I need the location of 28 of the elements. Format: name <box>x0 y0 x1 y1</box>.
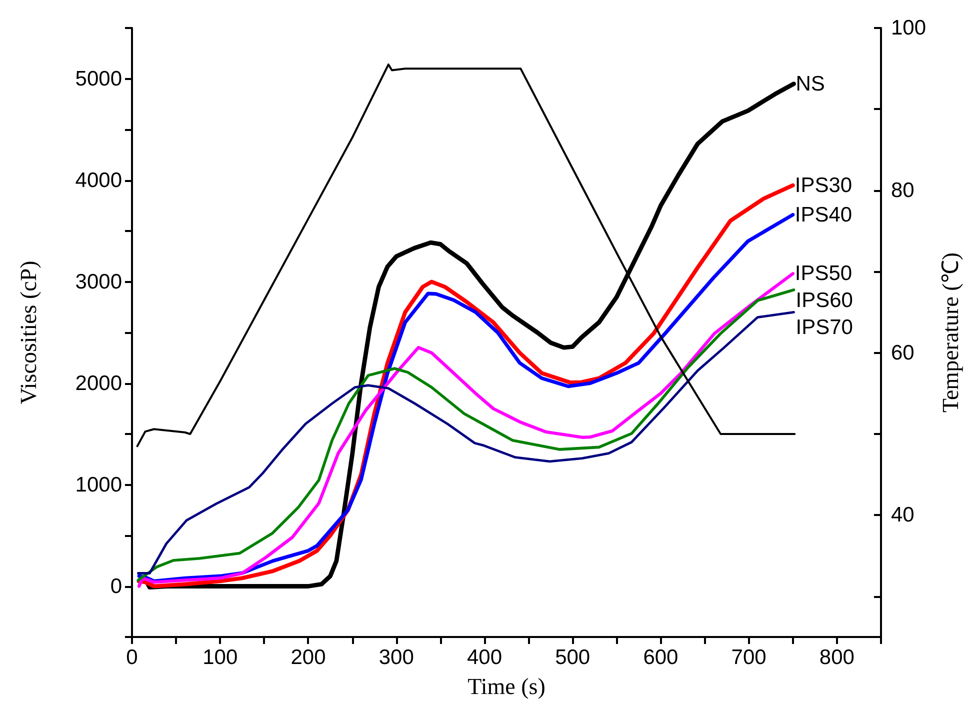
y-tick-label: 3000 <box>75 270 122 294</box>
y2-tick-label: 100 <box>891 16 926 40</box>
x-tick-label: 200 <box>290 646 326 669</box>
series-label: IPS40 <box>794 203 852 226</box>
x-tick-label: 300 <box>378 646 414 669</box>
x-axis-title: Time (s) <box>468 674 546 699</box>
y-tick-label: 2000 <box>75 372 122 395</box>
x-tick-label: 100 <box>202 646 238 669</box>
y2-tick-label: 40 <box>891 504 914 527</box>
y-axis-title: Viscosities (cP) <box>16 260 41 404</box>
y-tick-label: 4000 <box>75 168 122 192</box>
y2-tick-label: 80 <box>891 178 914 202</box>
x-tick-label: 800 <box>819 646 854 669</box>
series-label: IPS70 <box>796 316 853 340</box>
series-label: IPS60 <box>796 289 853 312</box>
y-tick-label: 1000 <box>75 473 122 496</box>
x-tick-label: 0 <box>126 646 138 669</box>
y2-tick-label: 60 <box>891 341 914 364</box>
x-tick-label: 500 <box>555 646 590 669</box>
x-tick-label: 400 <box>466 646 502 669</box>
y-tick-label: 0 <box>110 574 122 598</box>
series-label: IPS50 <box>794 262 852 286</box>
series-label: IPS30 <box>794 174 852 197</box>
y-tick-label: 5000 <box>75 67 122 90</box>
x-tick-label: 600 <box>643 646 678 669</box>
x-tick-label: 700 <box>731 646 766 669</box>
y2-axis-title: Temperature (℃) <box>938 252 963 412</box>
series-label: NS <box>796 72 825 96</box>
